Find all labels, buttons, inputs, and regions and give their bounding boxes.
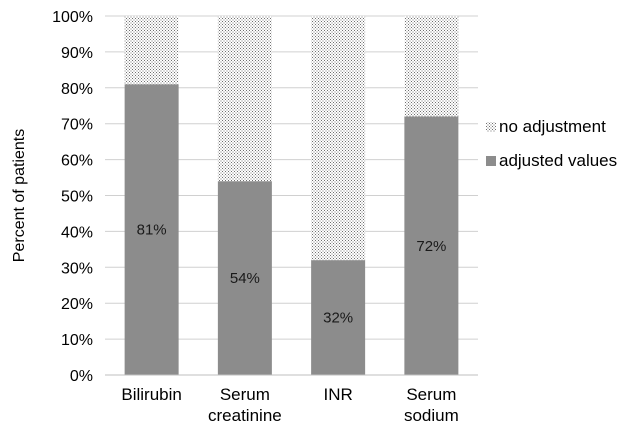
x-axis-category-labels: Bilirubin Serum creatinine INR Serum sodium: [121, 385, 458, 425]
data-label: 72%: [416, 238, 446, 255]
bars: 81% 54% 32% 72%: [124, 16, 459, 376]
y-tick-label: 80%: [61, 81, 93, 98]
legend-label: adjusted values: [499, 151, 617, 170]
bar-no-adjustment: [404, 16, 459, 117]
bar-no-adjustment: [124, 16, 179, 85]
legend-label: no adjustment: [499, 117, 606, 136]
bar-no-adjustment: [217, 16, 272, 182]
y-tick-label: 20%: [61, 296, 93, 313]
data-label: 32%: [323, 310, 353, 327]
y-tick-label: 70%: [61, 117, 93, 134]
bar-adjusted-values: [217, 181, 272, 375]
legend: no adjustment adjusted values: [486, 117, 617, 170]
y-tick-label: 40%: [61, 224, 93, 241]
bar-adjusted-values: [124, 84, 179, 376]
bar-adjusted-values: [311, 260, 366, 375]
y-tick-label: 60%: [61, 153, 93, 170]
bar-adjusted-values: [404, 116, 459, 376]
y-tick-label: 10%: [61, 332, 93, 349]
x-category-label: Serum sodium: [404, 385, 459, 425]
y-axis-title: Percent of patients: [11, 129, 28, 262]
bar-no-adjustment: [311, 16, 366, 261]
data-label: 81%: [137, 222, 167, 239]
legend-swatch: [486, 122, 496, 132]
legend-swatch: [486, 156, 496, 166]
x-category-label: INR: [323, 385, 352, 404]
data-label: 54%: [230, 270, 260, 287]
y-tick-label: 100%: [52, 9, 93, 26]
y-tick-label: 90%: [61, 45, 93, 62]
y-tick-label: 50%: [61, 189, 93, 206]
y-tick-label: 30%: [61, 260, 93, 277]
x-category-label: Bilirubin: [121, 385, 181, 404]
y-tick-label: 0%: [70, 368, 93, 385]
y-axis-ticks: 0% 10% 20% 30% 40% 50% 60% 70% 80% 90% 100%: [52, 9, 93, 385]
x-category-label: Serum creatinine: [208, 385, 282, 425]
